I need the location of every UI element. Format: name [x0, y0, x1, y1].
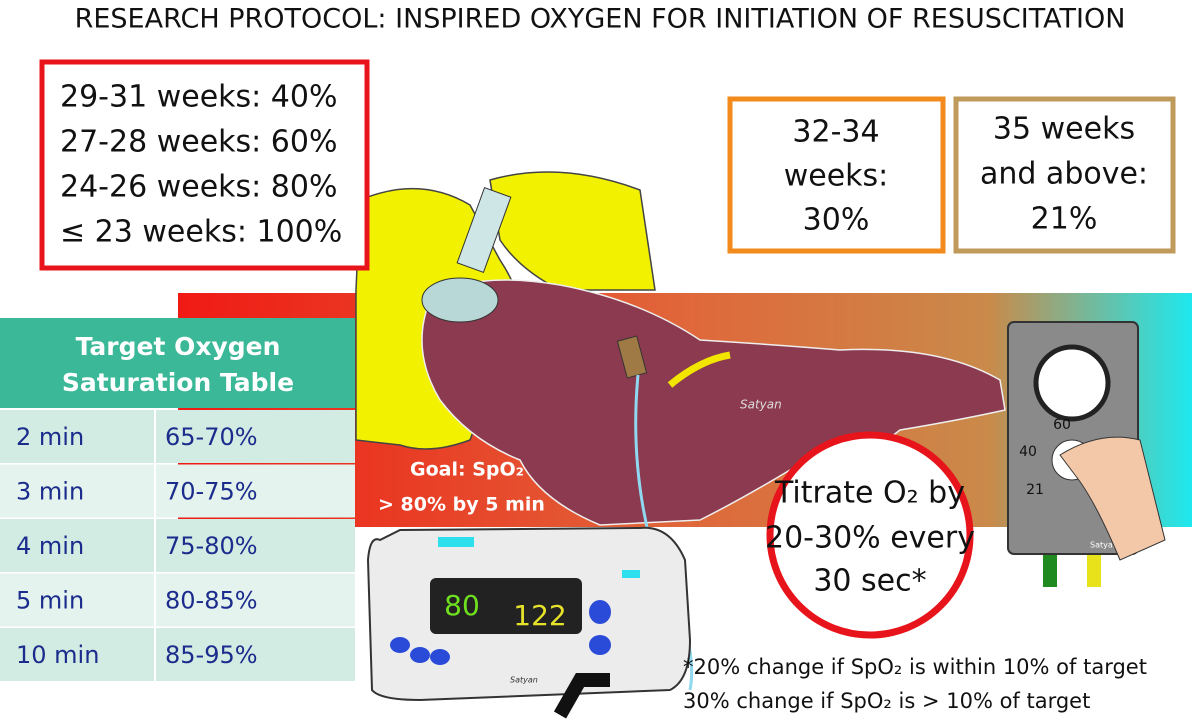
- titrate-line: Titrate O₂ by: [774, 476, 965, 511]
- clip: [622, 570, 640, 578]
- box-line: 35 weeks: [993, 112, 1135, 147]
- table-cell: 80-85%: [165, 587, 258, 615]
- table-cell: 10 min: [16, 641, 99, 669]
- box-line: weeks:: [784, 159, 889, 194]
- gestation-line: 27-28 weeks: 60%: [60, 125, 338, 160]
- dial-label: 60: [1053, 417, 1071, 433]
- table-cell: 70-75%: [165, 478, 258, 506]
- gestation-line: 24-26 weeks: 80%: [60, 170, 338, 205]
- button: [589, 635, 611, 655]
- oximeter-probe: [667, 351, 731, 388]
- gestation-line: ≤ 23 weeks: 100%: [60, 215, 342, 250]
- gestation-box: [39, 59, 370, 271]
- goal-line: Goal: SpO₂: [410, 459, 524, 481]
- table-cell: 75-80%: [165, 532, 258, 560]
- table-cell: 65-70%: [165, 423, 258, 451]
- flow-gauge: [1033, 344, 1111, 422]
- dial-label: 40: [1019, 444, 1037, 460]
- signature: Satyan: [740, 398, 782, 412]
- hand: [489, 171, 656, 291]
- table-row: [0, 464, 355, 518]
- titrate-line: 20-30% every: [765, 521, 975, 556]
- face-mask: [421, 277, 499, 323]
- table-row: [0, 573, 355, 627]
- table-cell: 3 min: [16, 478, 84, 506]
- infant: [421, 279, 1006, 526]
- table-row: [0, 628, 355, 681]
- table-title: Saturation Table: [62, 368, 294, 397]
- table-row: [0, 410, 355, 463]
- resuscitator: [456, 186, 512, 274]
- box-line: and above:: [980, 157, 1148, 192]
- footnote: 30% change if SpO₂ is > 10% of target: [683, 689, 1090, 713]
- box-line: 21%: [1031, 202, 1098, 237]
- signature: Satyan: [1090, 541, 1118, 550]
- footnote: *20% change if SpO₂ is within 10% of tar…: [683, 655, 1147, 679]
- signature: Satyan: [510, 676, 538, 685]
- box-line: 30%: [803, 203, 870, 238]
- button: [589, 600, 611, 624]
- hand: [1059, 436, 1166, 561]
- cable: [553, 673, 610, 719]
- table-header: [0, 318, 355, 408]
- button: [430, 649, 450, 665]
- box-line: 32-34: [792, 115, 879, 150]
- goal-line: > 80% by 5 min: [378, 494, 545, 516]
- monitor-screen: [430, 578, 582, 634]
- table-cell: 4 min: [16, 532, 84, 560]
- titrate-circle: [766, 431, 974, 639]
- table-title: Target Oxygen: [76, 332, 281, 361]
- gestation-line: 29-31 weeks: 40%: [60, 80, 338, 115]
- table-row: [0, 519, 355, 572]
- table-cell: 2 min: [16, 423, 84, 451]
- box-32-34: [727, 96, 946, 254]
- gas-inlet: [1043, 555, 1057, 587]
- heart-rate-reading: 122: [513, 599, 566, 632]
- box-35: [953, 96, 1176, 254]
- button: [410, 647, 430, 663]
- spo2-reading: 80: [444, 589, 480, 622]
- clip: [438, 537, 474, 547]
- button: [390, 637, 410, 653]
- titrate-line: 30 sec*: [813, 564, 926, 599]
- dial-label: 21: [1026, 482, 1044, 498]
- gas-inlet: [1087, 555, 1101, 587]
- table-cell: 5 min: [16, 587, 84, 615]
- table-cell: 85-95%: [165, 641, 258, 669]
- title: RESEARCH PROTOCOL: INSPIRED OXYGEN FOR I…: [75, 4, 1126, 35]
